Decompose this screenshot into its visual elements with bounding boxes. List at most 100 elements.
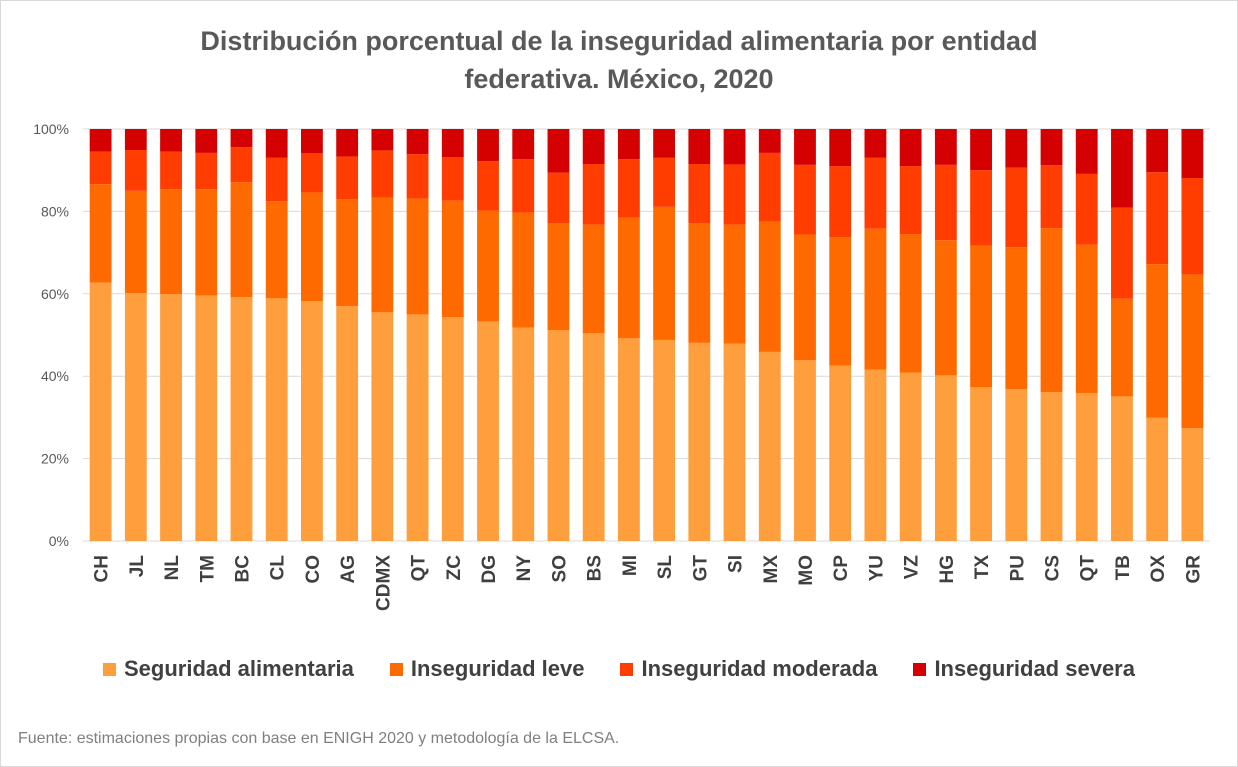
bar-segment-si-inseguridad-leve — [723, 224, 746, 344]
x-tick-label: CP — [831, 555, 852, 582]
bar-segment-dg-inseguridad-severa — [477, 129, 499, 162]
bar-segment-zc-inseguridad-leve — [441, 200, 464, 318]
bar-segment-pu-inseguridad-severa — [1005, 129, 1028, 168]
bar-segment-ag-inseguridad-moderada — [336, 156, 359, 200]
bar-segment-tx-seguridad-alimentaria — [970, 387, 992, 541]
bar-segment-ch-inseguridad-severa — [89, 129, 112, 152]
bar-segment-cs-inseguridad-moderada — [1040, 165, 1063, 229]
bar-segment-tm-seguridad-alimentaria — [195, 295, 218, 541]
bar-segment-cs-inseguridad-severa — [1040, 129, 1063, 166]
bar-segment-zc-inseguridad-moderada — [441, 157, 464, 201]
bar-segment-cl-seguridad-alimentaria — [265, 298, 288, 541]
bar-segment-sl-inseguridad-leve — [653, 206, 676, 340]
bar-segment-bs-inseguridad-moderada — [582, 164, 605, 225]
bar-segment-jl-inseguridad-moderada — [124, 150, 147, 191]
legend-label: Seguridad alimentaria — [124, 656, 354, 681]
bar-segment-dg-seguridad-alimentaria — [477, 321, 499, 541]
x-tick-label: SI — [726, 555, 747, 573]
bar-segment-jl-seguridad-alimentaria — [124, 292, 147, 541]
x-tick-label: AG — [338, 555, 359, 584]
bar-segment-zc-seguridad-alimentaria — [441, 317, 464, 541]
bar-segment-co-inseguridad-severa — [301, 129, 323, 154]
bar-segment-yu-inseguridad-leve — [864, 228, 887, 370]
x-tick-label: YU — [866, 555, 887, 581]
x-tick-label: SL — [655, 555, 676, 580]
chart-title: Distribución porcentual de la insegurida… — [0, 22, 1238, 98]
bar-segment-bs-inseguridad-leve — [582, 224, 605, 334]
bar-segment-mo-seguridad-alimentaria — [794, 360, 816, 541]
bar-segment-sl-inseguridad-moderada — [653, 157, 676, 207]
bar-segment-tb-inseguridad-moderada — [1111, 207, 1133, 299]
bar-segment-gr-inseguridad-moderada — [1181, 178, 1204, 275]
bar-segment-vz-inseguridad-moderada — [899, 166, 922, 235]
bar-segment-cdmx-seguridad-alimentaria — [371, 312, 394, 541]
bar-segment-mx-inseguridad-moderada — [758, 152, 781, 222]
bar-segment-tb-inseguridad-leve — [1111, 298, 1133, 397]
bar-segment-gr-inseguridad-leve — [1181, 274, 1204, 429]
x-tick-label: SO — [549, 555, 570, 582]
x-tick-label: QT — [409, 555, 430, 582]
x-tick-label: BS — [585, 555, 606, 581]
x-tick-label: OX — [1148, 555, 1169, 583]
bar-segment-hg-inseguridad-severa — [934, 129, 957, 165]
bar-segment-qt-inseguridad-leve — [1075, 244, 1098, 394]
bar-segment-nl-inseguridad-moderada — [160, 151, 182, 190]
bar-segment-yu-inseguridad-severa — [864, 129, 887, 158]
bar-segment-pu-inseguridad-leve — [1005, 247, 1028, 389]
bar-segment-ch-inseguridad-moderada — [89, 151, 112, 185]
bar-segment-bs-inseguridad-severa — [582, 129, 605, 165]
bar-segment-ox-seguridad-alimentaria — [1146, 417, 1169, 541]
x-tick-label: PU — [1007, 555, 1028, 581]
bar-segment-mi-inseguridad-leve — [617, 217, 640, 339]
bar-segment-si-inseguridad-severa — [723, 129, 746, 165]
bar-segment-so-inseguridad-moderada — [547, 172, 570, 224]
bar-segment-tx-inseguridad-severa — [970, 129, 992, 171]
legend-item: Inseguridad severa — [913, 656, 1135, 682]
bar-segment-dg-inseguridad-leve — [477, 210, 499, 322]
bar-segment-yu-seguridad-alimentaria — [864, 369, 887, 541]
bar-segment-vz-seguridad-alimentaria — [899, 372, 922, 541]
chart-title-line-2: federativa. México, 2020 — [464, 64, 774, 94]
y-tick-label: 20% — [41, 451, 69, 467]
x-tick-label: TX — [972, 555, 993, 580]
x-tick-label: TM — [197, 555, 218, 582]
bar-segment-gr-seguridad-alimentaria — [1181, 428, 1204, 541]
bar-segment-sl-seguridad-alimentaria — [653, 339, 676, 541]
bar-segment-cl-inseguridad-leve — [265, 201, 288, 299]
bar-segment-cp-inseguridad-severa — [829, 129, 852, 167]
bar-segment-bc-inseguridad-leve — [230, 182, 253, 298]
legend-item: Seguridad alimentaria — [103, 656, 354, 682]
bar-segment-mo-inseguridad-leve — [794, 234, 816, 361]
bar-segment-ny-seguridad-alimentaria — [512, 327, 535, 541]
bar-segment-pu-inseguridad-moderada — [1005, 167, 1028, 248]
bar-segment-so-inseguridad-severa — [547, 129, 570, 173]
legend-item: Inseguridad leve — [389, 656, 585, 682]
x-tick-label: CO — [303, 555, 324, 584]
x-tick-label: QT — [1078, 555, 1099, 582]
x-tick-label: GT — [690, 555, 711, 582]
bar-segment-cp-inseguridad-moderada — [829, 166, 852, 238]
bar-segment-gt-inseguridad-leve — [688, 223, 711, 343]
bar-segment-mi-inseguridad-severa — [617, 129, 640, 160]
chart-title-line-1: Distribución porcentual de la insegurida… — [200, 26, 1038, 56]
bar-segment-cp-inseguridad-leve — [829, 237, 852, 366]
bar-segment-qt-inseguridad-moderada — [1075, 173, 1098, 245]
x-tick-label: MI — [620, 555, 641, 576]
bar-segment-tx-inseguridad-leve — [970, 245, 992, 388]
bar-segment-hg-inseguridad-leve — [934, 240, 957, 376]
bar-segment-so-inseguridad-leve — [547, 223, 570, 331]
x-tick-label: TB — [1113, 555, 1134, 580]
legend-label: Inseguridad moderada — [641, 656, 878, 681]
bar-segment-co-inseguridad-moderada — [301, 153, 323, 193]
bar-segment-bc-seguridad-alimentaria — [230, 297, 253, 541]
y-tick-label: 100% — [33, 121, 69, 137]
bar-segment-qt-inseguridad-severa — [406, 129, 429, 155]
x-tick-label: CS — [1043, 555, 1064, 581]
bar-segment-vz-inseguridad-severa — [899, 129, 922, 167]
source-note: Fuente: estimaciones propias con base en… — [18, 730, 620, 747]
legend-label: Inseguridad leve — [410, 656, 585, 681]
bar-segment-ny-inseguridad-moderada — [512, 159, 535, 213]
bar-segment-mo-inseguridad-severa — [794, 129, 816, 165]
bar-segment-ag-inseguridad-severa — [336, 129, 359, 157]
bar-segment-tm-inseguridad-moderada — [195, 152, 218, 190]
